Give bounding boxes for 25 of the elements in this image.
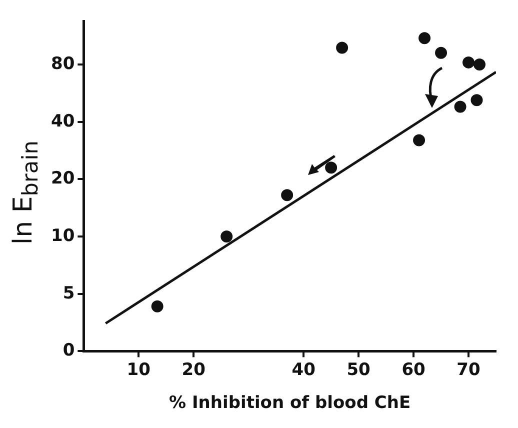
point	[470, 94, 483, 106]
y-tick-label: 80	[50, 54, 75, 74]
point	[281, 189, 294, 202]
point	[462, 56, 475, 68]
x-axis-title: % Inhibition of blood ChE	[169, 393, 411, 414]
point	[336, 42, 348, 54]
point	[220, 230, 233, 243]
point	[454, 100, 466, 113]
point	[435, 46, 448, 59]
point	[151, 300, 164, 312]
point	[413, 134, 426, 146]
x-tick-label: 50	[346, 360, 371, 380]
y-tick-label: 40	[50, 111, 75, 132]
x-tick-label: 40	[292, 360, 316, 380]
x-tick-label: 70	[456, 360, 481, 380]
y-tick-label: 0	[62, 340, 75, 361]
x-tick-label: 20	[182, 360, 206, 380]
point	[418, 32, 431, 44]
y-tick-label: 5	[62, 283, 75, 304]
point	[474, 58, 486, 70]
y-tick-label: 20	[50, 168, 75, 189]
x-tick-label: 60	[402, 360, 426, 380]
point	[325, 162, 338, 174]
x-tick-label: 10	[126, 360, 151, 380]
y-tick-label: 10	[50, 226, 75, 246]
